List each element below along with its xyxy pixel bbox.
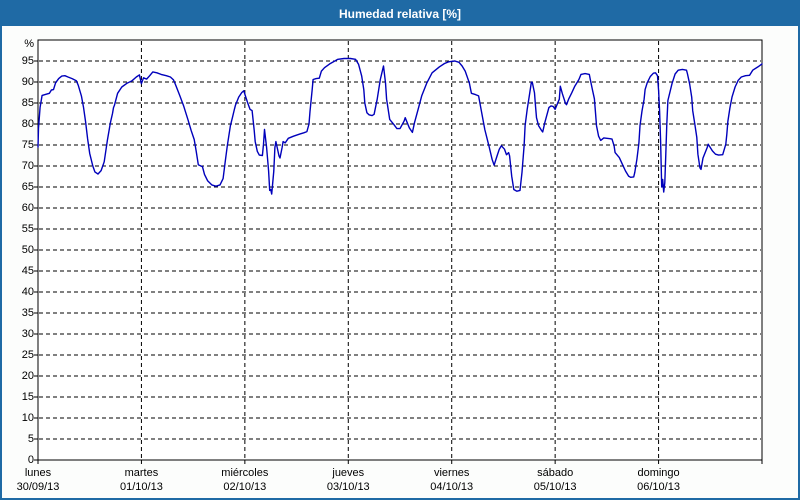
- y-tick-label: 0: [27, 454, 34, 466]
- y-tick-label: 45: [21, 265, 34, 277]
- y-tick-label: 75: [21, 139, 34, 151]
- x-day-name: miércoles: [221, 467, 269, 479]
- y-tick-label: 35: [21, 307, 34, 319]
- y-tick-label: 60: [21, 202, 34, 214]
- y-tick-label: 85: [21, 97, 34, 109]
- y-tick-label: 25: [21, 349, 34, 361]
- x-day-label: martes 01/10/13: [89, 466, 193, 494]
- y-tick-label: 5: [27, 433, 34, 445]
- chart-title-bar: Humedad relativa [%]: [2, 2, 798, 26]
- x-day-name: jueves: [332, 467, 365, 479]
- x-day-label: miércoles 02/10/13: [193, 466, 297, 494]
- y-tick-label: 55: [21, 223, 34, 235]
- humidity-series-line: [37, 57, 763, 195]
- y-tick-label: 65: [21, 181, 34, 193]
- y-tick-label: 40: [21, 286, 34, 298]
- y-tick-label: 15: [21, 391, 34, 403]
- x-day-name: viernes: [433, 467, 470, 479]
- x-day-name: sábado: [537, 467, 574, 479]
- x-day-date: 02/10/13: [223, 481, 267, 493]
- y-tick-label: 30: [21, 328, 34, 340]
- x-day-label: jueves 03/10/13: [296, 466, 400, 494]
- y-tick-label: 10: [21, 412, 34, 424]
- y-tick-label: 90: [21, 76, 34, 88]
- x-day-name: lunes: [24, 467, 52, 479]
- y-tick-label: 80: [21, 118, 34, 130]
- x-day-label: sábado 05/10/13: [503, 466, 607, 494]
- x-day-label: lunes 30/09/13: [2, 466, 90, 494]
- x-day-date: 04/10/13: [430, 481, 474, 493]
- y-axis-unit-label: %: [24, 38, 34, 50]
- x-day-name: domingo: [637, 467, 680, 479]
- x-day-date: 06/10/13: [637, 481, 680, 493]
- x-day-date: 05/10/13: [533, 481, 577, 493]
- x-day-date: 30/09/13: [16, 481, 60, 493]
- y-tick-label: 50: [21, 244, 34, 256]
- chart-title: Humedad relativa [%]: [338, 7, 462, 21]
- x-day-label: domingo 06/10/13: [607, 466, 711, 494]
- y-tick-label: 20: [21, 370, 34, 382]
- x-day-label: viernes 04/10/13: [400, 466, 504, 494]
- x-day-name: martes: [124, 467, 159, 479]
- x-day-date: 03/10/13: [326, 481, 370, 493]
- x-day-date: 01/10/13: [120, 481, 163, 493]
- y-tick-label: 95: [21, 55, 34, 67]
- y-tick-label: 70: [21, 160, 34, 172]
